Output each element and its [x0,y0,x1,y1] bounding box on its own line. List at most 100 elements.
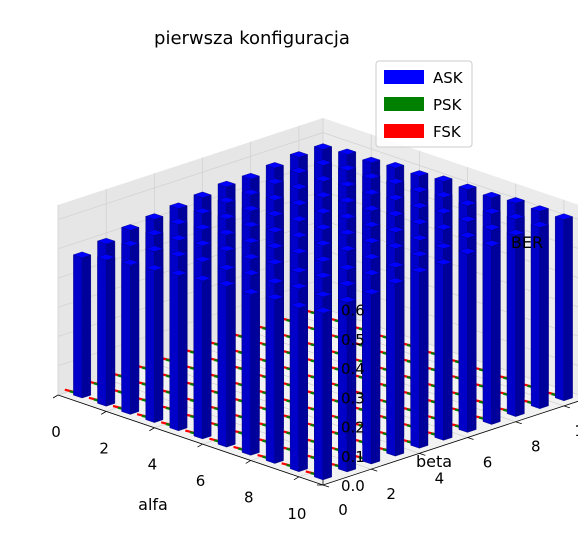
x-tick-label: 6 [196,472,206,490]
y-axis-line [322,400,578,486]
bar-ask-top [313,191,333,198]
bar-ask-top [241,237,261,244]
bar-ask-top [361,221,381,228]
data-bar-group [305,307,333,481]
bar-ask-top [385,277,405,284]
x-tick-label: 0 [51,423,61,441]
bar-ask-top [385,226,405,233]
bar-ask-top [361,156,381,164]
z-tick-label: 0.4 [341,360,365,378]
bar-ask-top [361,188,381,196]
bar-ask-top [265,162,285,169]
y-tick-label: 0 [338,501,348,519]
bar-ask-top [313,159,333,166]
bar-ask-top [265,194,285,201]
bar-ask-top [241,189,261,196]
bar-ask-top [337,180,357,188]
bar-ask-top [217,196,236,204]
x-tick-label: 8 [244,488,254,506]
bar-ask-top [458,231,477,239]
bar-ask-side [371,291,381,465]
bar-ask-top [385,178,405,185]
bar-ask-top [313,291,333,298]
bar-ask-front [434,261,444,441]
bar-ask-top [385,194,405,201]
z-tick-label: 0.0 [341,477,365,495]
bar-ask-top [169,218,188,225]
bar-ask-top [241,253,261,260]
legend-label-fsk: FSK [433,123,462,141]
bar-ask-top [193,191,212,198]
bar-ask-top [434,223,453,231]
bar-ask-top [193,207,212,215]
bar-ask-top [241,269,261,276]
bar-ask-top [313,272,333,279]
bar-ask-top [289,215,309,222]
x-axis-label: alfa [138,495,168,514]
bar-ask-front [121,262,131,415]
bar-ask-top [241,205,261,212]
bar-ask-top [458,215,477,223]
bar-ask-top [289,183,309,190]
bar-ask-top [313,207,333,215]
legend-swatch-ask [384,70,424,84]
bar-ask-top [313,175,333,182]
bar-ask-side [467,250,477,433]
bar-ask-side [515,232,525,417]
bar-ask-top [145,213,164,220]
bar-ask-side [298,304,308,472]
bar-ask-top [169,269,188,277]
bar-ask-front [338,299,348,473]
bar-ask-top [506,213,526,220]
bar-ask-top [385,162,405,169]
data-bar-group [401,266,429,449]
bar-ask-side [202,277,212,440]
data-bar-group [257,293,285,464]
bar-ask-top [217,245,236,252]
y-tick-mark [419,452,426,456]
bar-ask-top [337,196,357,204]
bar-ask-top [313,223,333,231]
bar-ask-top [458,183,477,190]
bar-ask-top [145,229,164,236]
bar-ask-top [361,253,381,260]
bar-ask-front [506,232,516,417]
bar-ask-top [385,261,405,268]
data-bar-group [546,213,574,402]
data-bar-group [425,258,453,441]
bar-ask-side [154,267,164,423]
bar-ask-top [265,293,285,301]
bar-ask-top [289,247,309,255]
bar-ask-top [410,186,429,193]
bar-ask-front [410,269,420,449]
bar-ask-top [193,256,212,263]
z-tick-label: 0.6 [341,302,365,320]
y-tick-label: 8 [531,438,541,456]
chart-title: pierwsza konfiguracja [154,28,350,49]
bar-ask-top [96,254,116,261]
bar-ask-top [120,224,140,231]
bar-ask-top [458,199,477,207]
bar-ask-top [385,242,405,249]
tick-labels: 0 2 4 6 8 10 0 2 4 6 8 10 0.0 0.1 0.2 0.3 0.4 0.5 0.6 [51,302,578,523]
bar-ask-top [265,210,285,217]
bar-ask-top [169,250,188,258]
z-tick-label: 0.1 [341,448,365,466]
bar-ask-top [289,266,309,274]
bar-ask-front [241,291,251,456]
bar-ask-top [410,202,429,209]
y-tick-mark [563,405,571,409]
legend: ASK PSK FSK [375,60,473,148]
bar-ask-top [265,277,285,284]
y-tick-label: 4 [435,469,445,487]
y-tick-label: 6 [483,454,493,472]
bar-ask-top [434,242,453,250]
bar-ask-top [241,172,261,180]
bar-ask-top [434,207,453,214]
bar-ask-top [217,213,236,220]
z-tick-label: 0.2 [341,419,365,437]
bar-ask-top [337,148,357,155]
bar-ask-front [482,242,492,425]
bar-ask-top [337,264,357,271]
